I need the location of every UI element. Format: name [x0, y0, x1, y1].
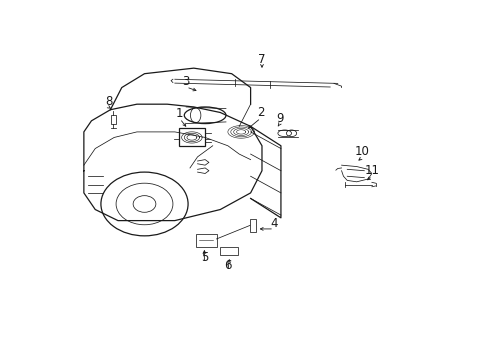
Text: 3: 3 — [182, 75, 189, 88]
Text: 4: 4 — [270, 217, 277, 230]
Text: 9: 9 — [276, 112, 283, 125]
Text: 6: 6 — [224, 259, 231, 272]
Text: 2: 2 — [257, 106, 264, 119]
Text: 1: 1 — [176, 107, 183, 120]
Text: 5: 5 — [200, 251, 207, 264]
Text: 8: 8 — [104, 95, 112, 108]
Text: 7: 7 — [258, 53, 265, 66]
Text: 11: 11 — [365, 164, 379, 177]
Text: 10: 10 — [354, 145, 369, 158]
